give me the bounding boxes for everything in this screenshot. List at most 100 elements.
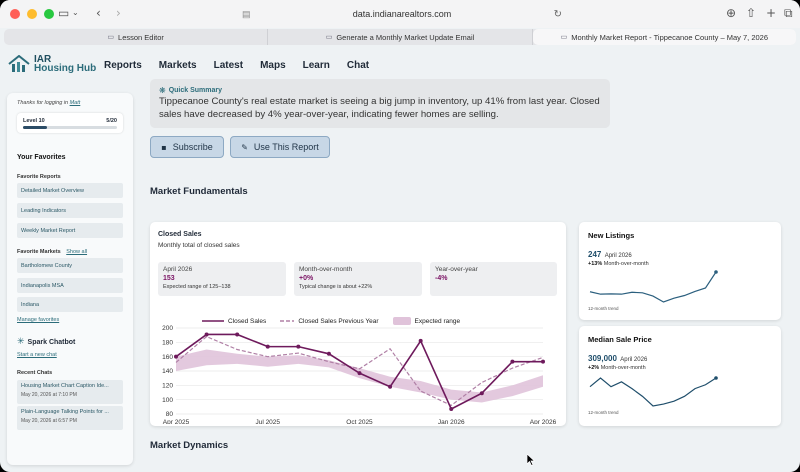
new-listings-value: 247 April 2026: [588, 250, 632, 259]
house-logo-icon: [8, 55, 30, 73]
favorites-heading: Your Favorites: [17, 154, 66, 161]
chat-date: May 20, 2026 at 7:10 PM: [21, 392, 119, 398]
closed-sales-card: Closed Sales Monthly total of closed sal…: [150, 222, 566, 426]
quick-summary: ❋ Quick Summary Tippecanoe County's real…: [150, 79, 610, 128]
recent-chats-heading: Recent Chats: [17, 370, 52, 376]
x-tick-label: Jan 2026: [438, 419, 465, 424]
closed-sales-point: [327, 352, 331, 356]
chat-date: May 20, 2026 at 6:57 PM: [21, 418, 119, 424]
recent-chat-item[interactable]: Plain-Language Talking Points for ... Ma…: [17, 406, 123, 430]
closed-sales-subtitle: Monthly total of closed sales: [158, 242, 240, 249]
favorite-report-item[interactable]: Weekly Market Report: [17, 223, 123, 238]
sidebar-toggle-icon[interactable]: ▭: [58, 6, 69, 20]
minimize-window-button[interactable]: [27, 9, 37, 19]
y-tick-label: 160: [162, 354, 173, 361]
trend-label: 12-month trend: [588, 410, 619, 415]
chevron-down-icon[interactable]: ⌄: [72, 8, 79, 17]
zoom-window-button[interactable]: [44, 9, 54, 19]
closed-sales-point: [205, 332, 209, 336]
tab-monthly-report[interactable]: ▭ Monthly Market Report - Tippecanoe Cou…: [533, 29, 796, 45]
y-tick-label: 180: [162, 340, 173, 347]
sidebar: Thanks for logging in Matt Level 10 5/20…: [7, 93, 133, 465]
favorite-markets-heading: Favorite Markets Show all: [17, 249, 87, 255]
close-window-button[interactable]: [10, 9, 20, 19]
favorite-market-item[interactable]: Indiana: [17, 297, 123, 312]
median-sale-price-card: Median Sale Price 309,000 April 2026 +2%…: [579, 326, 781, 426]
nav-learn[interactable]: Learn: [303, 60, 330, 71]
favorite-market-item[interactable]: Bartholomew County: [17, 258, 123, 273]
back-arrow-icon[interactable]: ‹: [96, 6, 101, 20]
page-settings-icon[interactable]: ▤: [242, 9, 251, 20]
favorite-report-item[interactable]: Leading Indicators: [17, 203, 123, 218]
closed-sales-point: [541, 360, 545, 364]
x-tick-label: Jul 2025: [255, 419, 280, 424]
sparkline-path: [590, 272, 716, 302]
closed-sales-point: [388, 385, 392, 389]
favorite-reports-heading: Favorite Reports: [17, 174, 61, 180]
new-tab-icon[interactable]: +: [766, 6, 776, 20]
x-tick-label: Oct 2025: [346, 419, 373, 424]
chatbot-heading: ✳ Spark Chatbot: [17, 337, 75, 347]
user-link[interactable]: Matt: [70, 100, 81, 106]
level-progress-card: Level 10 5/20: [17, 113, 123, 133]
level-progress-text: 5/20: [106, 118, 117, 124]
window-controls: [10, 9, 54, 19]
favorite-market-item[interactable]: Indianapolis MSA: [17, 278, 123, 293]
sparkline-path: [590, 378, 716, 406]
sparkline-end-point: [714, 376, 718, 380]
document-icon: ▪: [161, 143, 166, 152]
sparkle-icon: ✳: [17, 337, 25, 347]
y-tick-label: 80: [166, 411, 174, 418]
tab-overview-icon[interactable]: ⧉: [784, 6, 793, 21]
nav-latest[interactable]: Latest: [214, 60, 243, 71]
show-all-link[interactable]: Show all: [66, 249, 87, 255]
logo[interactable]: IAR Housing Hub: [8, 55, 96, 73]
chat-title: Housing Market Chart Caption Ide...: [21, 383, 119, 389]
market-fundamentals-heading: Market Fundamentals: [150, 186, 248, 197]
reload-icon[interactable]: ↻: [554, 9, 562, 20]
closed-sales-title: Closed Sales: [158, 231, 202, 238]
tab-lesson-editor[interactable]: ▭ Lesson Editor: [4, 29, 268, 45]
level-label: Level 10: [23, 118, 45, 124]
recent-chat-item[interactable]: Housing Market Chart Caption Ide... May …: [17, 380, 123, 404]
nav-maps[interactable]: Maps: [260, 60, 286, 71]
y-tick-label: 100: [162, 397, 173, 404]
folder-icon: ▭: [326, 33, 333, 41]
nav-markets[interactable]: Markets: [159, 60, 197, 71]
forward-arrow-icon[interactable]: ›: [116, 6, 121, 20]
nav-chat[interactable]: Chat: [347, 60, 369, 71]
folder-icon: ▭: [107, 33, 114, 41]
new-listings-change: +13% Month-over-month: [588, 261, 649, 267]
share-icon[interactable]: ⇧: [746, 6, 756, 20]
address-bar[interactable]: ▤ data.indianarealtors.com ↻: [236, 4, 568, 24]
stat-box-latest: April 2026 153 Expected range of 125–138: [158, 262, 286, 296]
quick-summary-label: Quick Summary: [169, 87, 222, 94]
logo-line-2: Housing Hub: [34, 64, 96, 73]
manage-favorites-link[interactable]: Manage favorites: [17, 317, 59, 323]
new-listings-title: New Listings: [588, 231, 634, 240]
market-dynamics-heading: Market Dynamics: [150, 440, 228, 451]
y-tick-label: 200: [162, 325, 173, 332]
y-tick-label: 120: [162, 383, 173, 390]
median-price-value: 309,000 April 2026: [588, 354, 647, 363]
nav-reports[interactable]: Reports: [104, 60, 142, 71]
subscribe-button[interactable]: ▪ Subscribe: [150, 136, 224, 158]
url-text: data.indianarealtors.com: [353, 9, 452, 19]
closed-sales-point: [174, 355, 178, 359]
tab-generate-email[interactable]: ▭ Generate a Monthly Market Update Email: [268, 29, 532, 45]
closed-sales-point: [358, 371, 362, 375]
start-chat-link[interactable]: Start a new chat: [17, 352, 57, 358]
download-icon[interactable]: ⊕: [726, 6, 736, 20]
median-price-title: Median Sale Price: [588, 335, 652, 344]
use-report-button[interactable]: ✎ Use This Report: [230, 136, 330, 158]
new-listings-card: New Listings 247 April 2026 +13% Month-o…: [579, 222, 781, 320]
closed-sales-point: [296, 345, 300, 349]
title-bar: ▭ ⌄ ‹ › ▤ data.indianarealtors.com ↻ ⊕ ⇧…: [0, 0, 800, 28]
stat-box-yoy: Year-over-year -4%: [430, 262, 557, 296]
trend-label: 12-month trend: [588, 306, 619, 311]
sparkline-end-point: [714, 270, 718, 274]
folder-icon: ▭: [561, 33, 568, 41]
favorite-report-item[interactable]: Detailed Market Overview: [17, 183, 123, 198]
x-tick-label: Apr 2026: [530, 419, 557, 424]
